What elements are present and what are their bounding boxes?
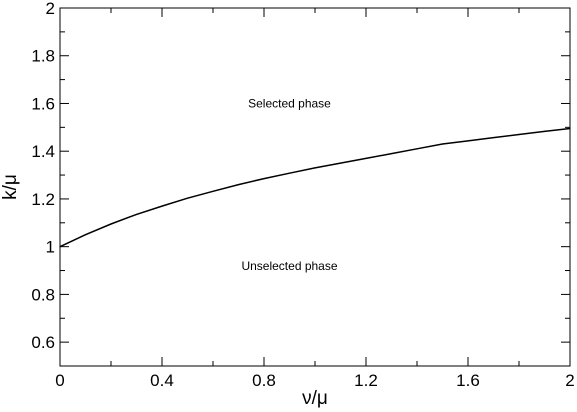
data-point	[543, 130, 546, 132]
data-point	[186, 197, 189, 199]
x-tick-label: 0.4	[150, 371, 174, 390]
phase-annotation: Unselected phase	[241, 259, 337, 273]
data-point	[288, 172, 291, 174]
y-tick-label: 0.6	[31, 333, 55, 352]
data-point	[84, 234, 87, 236]
data-point	[135, 213, 138, 216]
x-tick-label: 1.6	[456, 371, 480, 390]
y-tick-label: 0.8	[31, 285, 55, 304]
phase-annotation: Selected phase	[248, 96, 331, 110]
y-tick-label: 1.8	[31, 47, 55, 66]
data-point	[441, 143, 444, 145]
data-point	[390, 152, 393, 155]
data-point	[365, 157, 367, 159]
plot-frame	[59, 7, 571, 367]
y-tick-label: 1.6	[31, 94, 55, 113]
data-point	[212, 190, 214, 192]
data-point	[110, 223, 112, 225]
y-tick-label: 2	[46, 0, 55, 18]
data-point	[492, 136, 495, 139]
phase-boundary-line	[59, 127, 571, 248]
data-point	[263, 178, 265, 180]
x-tick-label: 0	[55, 371, 64, 390]
data-point	[416, 148, 418, 150]
x-tick-label: 1.2	[354, 371, 378, 390]
data-point	[161, 205, 163, 207]
y-tick-label: 1.4	[31, 142, 55, 161]
data-point	[314, 167, 316, 169]
x-tick-label: 2	[565, 371, 574, 390]
x-tick-label: 0.8	[252, 371, 276, 390]
x-axis-label: ν/μ	[302, 388, 328, 409]
data-point	[339, 162, 342, 164]
data-point	[237, 184, 240, 186]
data-point	[467, 140, 469, 142]
data-point	[518, 133, 520, 136]
y-tick-label: 1	[46, 238, 55, 257]
axes: 0 0.4 0.8 1.2 1.6 2 0.6 0.8 1 1.2 1.4 1.6 1.8 2	[31, 0, 574, 390]
y-tick-label: 1.2	[31, 190, 55, 209]
y-axis-label: k/μ	[0, 174, 21, 200]
plot-area: Selected phase Unselected phase	[59, 96, 571, 273]
